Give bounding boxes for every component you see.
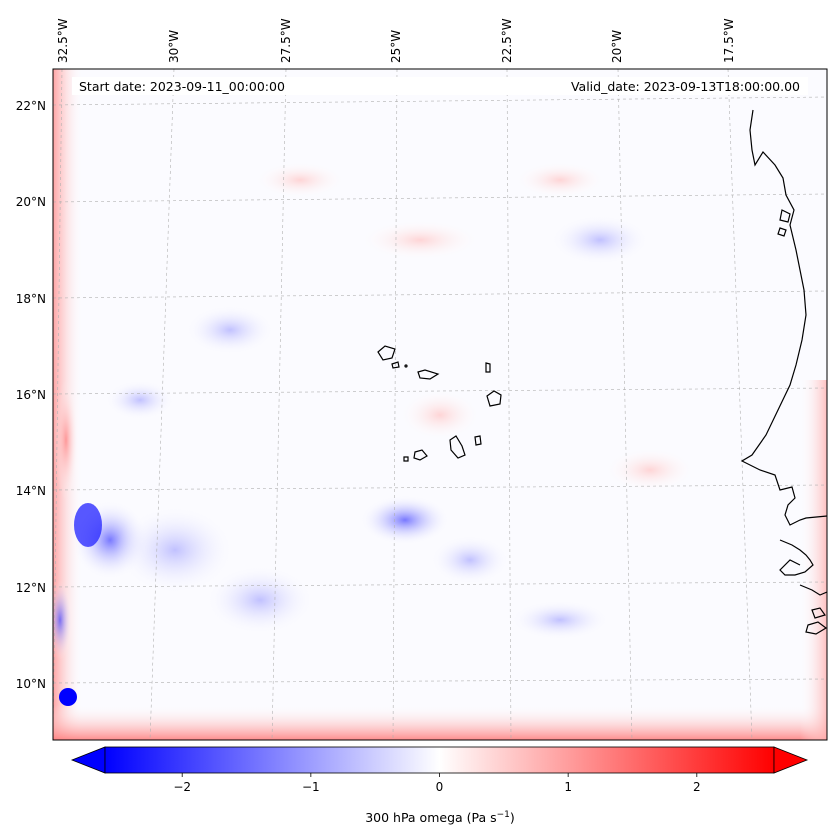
red-patch-near-islands <box>400 390 480 440</box>
gridline-lon-22-5 <box>506 69 512 740</box>
gridline-lon-17-5 <box>727 69 753 740</box>
coastal-island-2 <box>777 227 787 237</box>
east-boundary-band <box>800 380 827 740</box>
lon-label-30w: 30°W <box>167 30 181 63</box>
lat-label-20n: 20°N <box>16 195 46 209</box>
gridline-lon-30 <box>149 69 175 740</box>
sao-vicente-island <box>391 361 400 369</box>
blue-patch-northeast <box>550 215 650 265</box>
colorbar-tick-label: 2 <box>693 780 701 794</box>
gridline-lon-27-5 <box>271 69 287 740</box>
map-frame <box>52 68 828 741</box>
colorbar: −2 −1 0 1 2 300 hPa omega (Pa s−1) <box>70 746 809 825</box>
west-edge-red-patch <box>54 380 78 500</box>
red-patch-north <box>360 220 480 260</box>
brava-island <box>403 456 409 462</box>
gridline-lon-32-5 <box>53 69 63 740</box>
santiago-island <box>449 435 466 459</box>
lat-label-22n: 22°N <box>16 99 46 113</box>
santo-antao-island <box>377 345 396 361</box>
lat-label-12n: 12°N <box>16 581 46 595</box>
colorbar-tick-label: 1 <box>564 780 572 794</box>
bijagos-island-1 <box>811 607 826 619</box>
valid-date-label: Valid_date: 2023-09-13T18:00:00.00 <box>571 79 800 94</box>
santa-luzia-island <box>404 364 408 368</box>
lon-label-17-5w: 17.5°W <box>722 18 736 63</box>
latitude-labels: 22°N 20°N 18°N 16°N 14°N 12°N 10°N <box>16 99 46 691</box>
bijagos-island-2 <box>805 621 827 635</box>
west-edge-strong-blue-spot <box>59 688 77 706</box>
annotation-banner <box>72 77 808 95</box>
coastal-island-1 <box>779 209 791 223</box>
gridline-lon-25 <box>392 69 398 740</box>
lon-label-27-5w: 27.5°W <box>279 18 293 63</box>
colorbar-tick-label: −1 <box>302 780 320 794</box>
lon-label-32-5w: 32.5°W <box>56 18 70 63</box>
africa-coastline <box>740 109 827 526</box>
west-edge-blue-patch <box>53 580 72 660</box>
red-patch-northeast <box>515 162 605 198</box>
lon-label-20w: 20°W <box>610 30 624 63</box>
blue-cluster-center <box>360 495 450 545</box>
blue-patch-southeast <box>510 600 610 640</box>
blue-core-west <box>74 503 102 547</box>
blue-patch-west <box>105 380 175 420</box>
lat-label-16n: 16°N <box>16 388 46 402</box>
blue-cluster-south <box>205 565 315 635</box>
colorbar-ticks: −2 −1 0 1 2 <box>173 773 701 794</box>
boa-vista-island <box>486 390 502 407</box>
blue-cluster-southwest <box>115 505 235 595</box>
gambia-coastline <box>779 539 814 576</box>
gridline-lon-20 <box>617 69 633 740</box>
omega-field <box>53 69 827 740</box>
maio-island <box>474 435 482 446</box>
colorbar-extend-min <box>70 746 106 774</box>
sao-nicolau-island <box>417 369 440 380</box>
sal-island <box>485 362 491 373</box>
red-patch-northwest <box>255 162 345 198</box>
fogo-island <box>413 449 428 461</box>
colorbar-label: 300 hPa omega (Pa s−1) <box>365 810 515 825</box>
longitude-labels: 32.5°W 30°W 27.5°W 25°W 22.5°W 20°W 17.5… <box>56 18 736 63</box>
colorbar-extend-max <box>773 746 809 774</box>
lon-label-25w: 25°W <box>389 30 403 63</box>
lat-label-18n: 18°N <box>16 292 46 306</box>
coastlines <box>377 109 827 635</box>
lon-label-22-5w: 22.5°W <box>500 18 514 63</box>
blue-patch-north <box>185 305 275 355</box>
lat-label-10n: 10°N <box>16 677 46 691</box>
blue-cluster-center-east <box>430 535 510 585</box>
lat-label-14n: 14°N <box>16 484 46 498</box>
guinea-bissau-coastline <box>799 584 827 596</box>
colorbar-tick-label: 0 <box>436 780 444 794</box>
graticule <box>53 69 827 740</box>
colorbar-tick-label: −2 <box>173 780 191 794</box>
red-patch-east <box>605 448 695 492</box>
start-date-label: Start date: 2023-09-11_00:00:00 <box>79 79 285 94</box>
colorbar-gradient <box>104 746 775 774</box>
south-boundary-band <box>53 705 827 740</box>
